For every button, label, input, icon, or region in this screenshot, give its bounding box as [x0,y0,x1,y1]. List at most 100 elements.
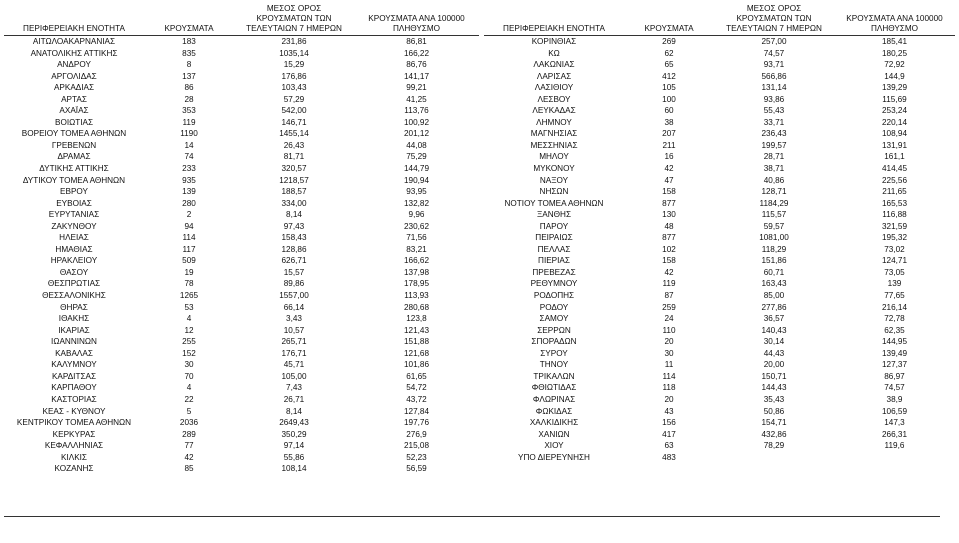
per100k-cell: 44,08 [406,140,427,150]
cases-cell: 5 [186,406,192,416]
avg7-cell: 432,86 [761,429,787,439]
table-row: ΑΡΓΟΛΙΔΑΣ 137 176,86 141,17 [4,71,479,83]
cases-cell: 118 [662,383,676,393]
per100k-cell: 166,22 [403,48,430,58]
per100k-cell: 280,68 [403,302,430,312]
avg7-cell: 3,43 [286,314,302,324]
header-avg7: ΜΕΣΟΣ ΟΡΟΣ ΚΡΟΥΣΜΑΤΩΝ ΤΩΝ ΤΕΛΕΥΤΑΙΩΝ 7 Η… [234,2,354,36]
region-cell: ΚΑΛΥΜΝΟΥ [51,360,97,370]
region-cell: ΗΡΑΚΛΕΙΟΥ [50,256,98,266]
per100k-cell: 93,95 [406,187,427,197]
avg7-cell: 188,57 [281,187,307,197]
avg7-cell: 163,43 [761,279,787,289]
region-cell: ΘΕΣΣΑΛΟΝΙΚΗΣ [42,291,106,301]
per100k-cell: 73,02 [884,244,905,254]
table-row: ΚΕΝΤΡΙΚΟΥ ΤΟΜΕΑ ΑΘΗΝΩΝ 2036 2649,43 197,76 [4,417,479,429]
cases-cell: 183 [182,37,196,46]
cases-cell: 417 [662,429,676,439]
table-row: ΠΑΡΟΥ 48 59,57 321,59 [484,221,955,233]
per100k-cell: 166,62 [403,256,430,266]
cases-cell: 412 [662,71,676,81]
per100k-cell: 74,57 [884,383,905,393]
avg7-cell: 60,71 [763,267,785,277]
region-cell: ΚΑΡΔΙΤΣΑΣ [51,371,97,381]
region-cell: ΛΕΣΒΟΥ [537,94,571,104]
per100k-cell: 86,97 [884,371,905,381]
avg7-cell: 231,86 [281,37,307,46]
region-cell: ΜΕΣΣΗΝΙΑΣ [530,140,578,150]
table-row: ΛΕΣΒΟΥ 100 93,86 115,69 [484,94,955,106]
avg7-cell: 20,00 [763,360,785,370]
left-table-section: ΠΕΡΙΦΕΡΕΙΑΚΗ ΕΝΟΤΗΤΑ ΚΡΟΥΣΜΑΤΑ ΜΕΣΟΣ ΟΡΟ… [4,2,479,475]
per100k-cell: 108,94 [881,129,908,139]
region-cell: ΠΙΕΡΙΑΣ [538,256,570,266]
region-cell: ΖΑΚΥΝΘΟΥ [51,221,97,231]
avg7-cell: 66,14 [283,302,305,312]
per100k-cell: 139 [887,279,902,289]
table-row: ΗΛΕΙΑΣ 114 158,43 71,56 [4,232,479,244]
header-avg7-line2: ΚΡΟΥΣΜΑΤΩΝ ΤΩΝ [256,14,332,23]
cases-cell: 11 [664,360,674,370]
per100k-cell: 115,69 [882,94,907,104]
region-cell: ΚΑΒΑΛΑΣ [55,348,93,358]
header-cases: ΚΡΟΥΣΜΑΤΑ [624,2,714,36]
table-row: ΙΘΑΚΗΣ 4 3,43 123,8 [4,313,479,325]
region-cell: ΒΟΙΩΤΙΑΣ [54,117,94,127]
table-row: ΚΕΑΣ - ΚΥΘΝΟΥ 5 8,14 127,84 [4,406,479,418]
region-cell: ΜΑΓΝΗΣΙΑΣ [530,129,578,139]
avg7-cell: 146,71 [281,117,307,127]
cases-cell: 4 [186,314,192,324]
region-cell: ΑΝΑΤΟΛΙΚΗΣ ΑΤΤΙΚΗΣ [30,48,118,58]
cases-cell: 86 [184,83,194,93]
avg7-cell: 154,71 [761,418,787,428]
cases-cell: 269 [662,37,676,46]
region-cell: ΕΥΡΥΤΑΝΙΑΣ [48,210,100,220]
per100k-cell: 144,9 [884,71,905,81]
header-avg7-line3: ΤΕΛΕΥΤΑΙΩΝ 7 ΗΜΕΡΩΝ [246,24,342,33]
cases-cell: 12 [184,325,194,335]
cases-cell: 2 [186,210,192,220]
table-row: ΦΛΩΡΙΝΑΣ 20 35,43 38,9 [484,394,955,406]
table-row: ΑΡΤΑΣ 28 57,29 41,25 [4,94,479,106]
avg7-cell: 1035,14 [279,48,309,58]
region-cell: ΥΠΟ ΔΙΕΡΕΥΝΗΣΗ [518,452,590,462]
per100k-cell: 266,31 [881,429,908,439]
cases-cell: 156 [662,418,676,428]
per100k-cell: 41,25 [406,94,427,104]
avg7-cell: 334,00 [281,198,307,208]
per100k-cell: 121,68 [403,348,430,358]
region-cell: ΣΥΡΟΥ [540,348,568,358]
table-row: ΠΕΙΡΑΙΩΣ 877 1081,00 195,32 [484,232,955,244]
table-row: ΑΙΤΩΛΟΑΚΑΡΝΑΝΙΑΣ 183 231,86 86,81 [4,36,479,48]
per100k-cell: 127,37 [881,360,908,370]
table-row: ΕΥΒΟΙΑΣ 280 334,00 132,82 [4,198,479,210]
cases-cell: 24 [664,314,674,324]
per100k-cell: 73,05 [884,267,905,277]
avg7-cell: 566,86 [761,71,787,81]
per100k-cell: 72,92 [884,60,905,70]
table-row: ΘΗΡΑΣ 53 66,14 280,68 [4,302,479,314]
region-cell: ΣΠΟΡΑΔΩΝ [531,337,577,347]
region-cell: ΕΒΡΟΥ [60,187,88,197]
table-row: ΚΑΒΑΛΑΣ 152 176,71 121,68 [4,348,479,360]
avg7-cell: 1455,14 [279,129,309,139]
cases-cell: 509 [182,256,196,266]
avg7-cell: 85,00 [763,291,785,301]
per100k-cell: 161,1 [884,152,905,162]
per100k-cell: 185,41 [881,37,908,46]
cases-cell: 152 [182,348,196,358]
per100k-cell: 121,43 [403,325,430,335]
table-row: ΑΡΚΑΔΙΑΣ 86 103,43 99,21 [4,82,479,94]
table-row: ΜΥΚΟΝΟΥ 42 38,71 414,45 [484,163,955,175]
table-row: ΚΙΛΚΙΣ 42 55,86 52,23 [4,452,479,464]
region-cell: ΣΕΡΡΩΝ [537,325,571,335]
per100k-cell: 178,95 [403,279,430,289]
avg7-cell: 59,57 [763,221,785,231]
cases-table-right: ΠΕΡΙΦΕΡΕΙΑΚΗ ΕΝΟΤΗΤΑ ΚΡΟΥΣΜΑΤΑ ΜΕΣΟΣ ΟΡΟ… [484,2,955,463]
avg7-cell: 81,71 [283,152,305,162]
avg7-cell: 7,43 [286,383,302,393]
header-per100k-line2: ΠΛΗΘΥΣΜΟ [392,24,441,33]
avg7-cell: 108,14 [281,464,307,474]
per100k-cell: 321,59 [881,221,908,231]
avg7-cell: 140,43 [761,325,787,335]
